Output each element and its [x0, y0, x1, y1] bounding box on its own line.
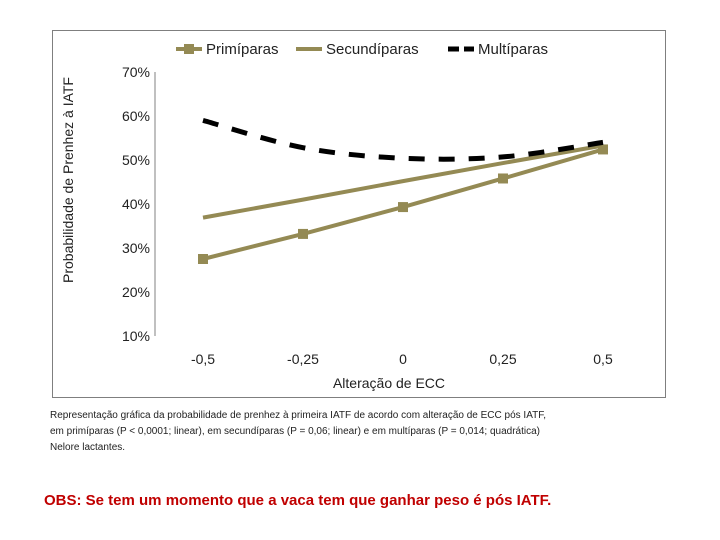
chart-frame: [52, 30, 666, 398]
legend-label-2: Multíparas: [478, 41, 548, 58]
legend: Primíparas Secundíparas Multíparas: [176, 41, 548, 58]
x-tick-label: -0,5: [191, 351, 215, 367]
x-tick-label: 0: [399, 351, 407, 367]
x-tick-label: -0,25: [287, 351, 319, 367]
y-tick-label: 30%: [122, 240, 150, 256]
series-layer: [154, 72, 608, 336]
obs-note: OBS: Se tem um momento que a vaca tem qu…: [44, 492, 552, 509]
series-line-1: [202, 143, 604, 220]
series-line-2: [202, 117, 604, 162]
caption-line-3: Nelore lactantes.: [50, 442, 126, 453]
series-point-0: [398, 202, 408, 213]
series-point-0: [198, 254, 208, 264]
legend-label-0: Primíparas: [206, 41, 279, 58]
series-point-0: [498, 173, 508, 184]
y-axis-title: Probabilidade de Prenhez à IATF: [60, 77, 76, 283]
series-point-0: [598, 144, 608, 155]
x-tick-label: 0,5: [593, 351, 613, 367]
x-tick-labels: -0,5 -0,25 0 0,25 0,5: [191, 351, 613, 367]
y-tick-label: 20%: [122, 284, 150, 300]
series-point-0: [298, 228, 308, 239]
caption-line-1: Representação gráfica da probabilidade d…: [50, 410, 547, 421]
y-tick-label: 50%: [122, 152, 150, 168]
figure-caption: Representação gráfica da probabilidade d…: [50, 408, 668, 456]
y-tick-label: 40%: [122, 196, 150, 212]
y-tick-labels: 10% 20% 30% 40% 50% 60% 70%: [122, 64, 150, 344]
y-tick-label: 70%: [122, 64, 150, 80]
x-tick-label: 0,25: [489, 351, 516, 367]
legend-marker-0: [184, 44, 194, 54]
legend-label-1: Secundíparas: [326, 41, 419, 58]
x-axis-title: Alteração de ECC: [333, 375, 445, 391]
caption-line-2: em primíparas (P < 0,0001; linear), em s…: [50, 426, 540, 437]
y-tick-label: 10%: [122, 328, 150, 344]
y-tick-label: 60%: [122, 108, 150, 124]
chart: Probabilidade de Prenhez à IATF Alteraçã…: [60, 41, 613, 391]
